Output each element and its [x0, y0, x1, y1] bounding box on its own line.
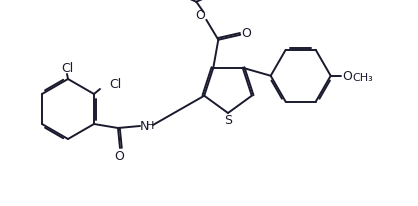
Text: N: N	[140, 119, 149, 132]
Text: CH₃: CH₃	[353, 73, 373, 82]
Text: O: O	[343, 70, 352, 83]
Text: H: H	[146, 121, 154, 130]
Text: S: S	[224, 114, 232, 127]
Text: O: O	[114, 150, 124, 163]
Text: O: O	[195, 9, 205, 22]
Text: Cl: Cl	[61, 61, 73, 74]
Text: Cl: Cl	[109, 78, 121, 91]
Text: O: O	[241, 27, 251, 40]
